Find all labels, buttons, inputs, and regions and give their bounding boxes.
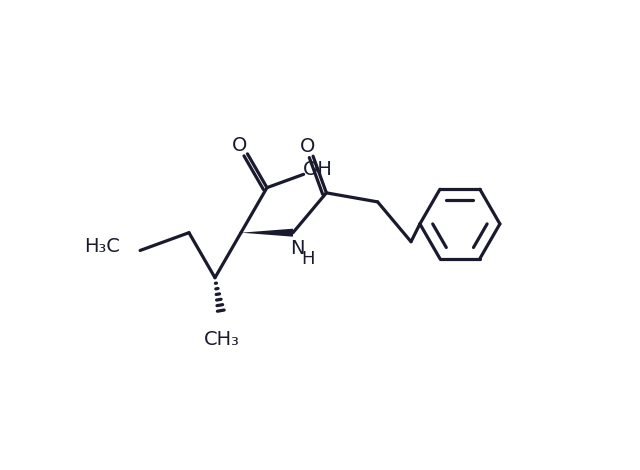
Polygon shape — [241, 229, 293, 237]
Text: H₃C: H₃C — [84, 237, 120, 256]
Text: CH₃: CH₃ — [204, 330, 239, 349]
Text: O: O — [232, 136, 247, 156]
Text: N: N — [290, 239, 304, 258]
Text: OH: OH — [303, 160, 333, 179]
Text: O: O — [300, 137, 316, 156]
Text: H: H — [301, 250, 315, 268]
